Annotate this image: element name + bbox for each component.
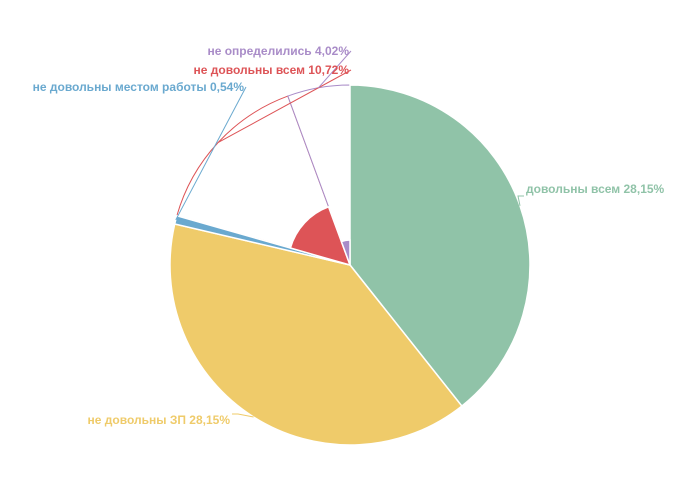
slices	[169, 84, 531, 446]
slice-labels: довольны всем 28,15% не довольны ЗП 28,15…	[33, 44, 665, 427]
slice-label: довольны всем 28,15%	[526, 182, 665, 196]
leader-line	[217, 69, 352, 144]
pie-slice[interactable]	[289, 205, 352, 267]
leader-line	[517, 195, 524, 206]
leader-line	[175, 86, 247, 221]
leader-line	[318, 50, 352, 89]
slice-label: не довольны ЗП 28,15%	[88, 413, 231, 427]
slice-label: не довольны местом работы 0,54%	[33, 80, 245, 94]
slice-label: не довольны всем 10,72%	[194, 63, 350, 77]
slice-label: не определились 4,02%	[207, 44, 349, 58]
pie-slice[interactable]	[340, 239, 351, 266]
leader-line	[232, 413, 254, 418]
leader-lines	[175, 50, 524, 418]
